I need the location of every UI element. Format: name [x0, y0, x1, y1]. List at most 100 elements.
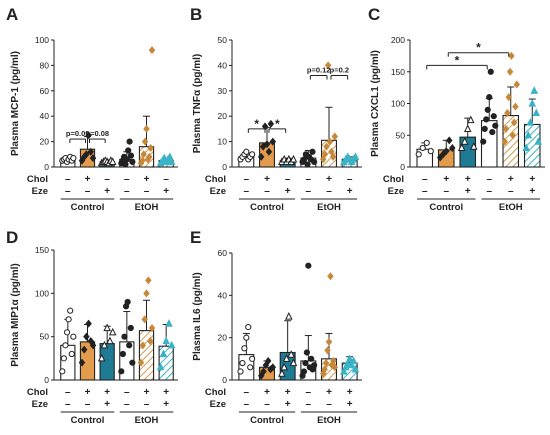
y-tick-label: 50 [396, 130, 406, 140]
data-point [139, 341, 147, 350]
eze-mark: + [347, 186, 353, 197]
y-tick-label: 60 [40, 86, 50, 96]
data-point [287, 350, 295, 358]
y-tick-label: 60 [218, 248, 228, 258]
chol-mark: – [244, 174, 250, 185]
data-point [239, 359, 246, 367]
y-tick-label: 100 [35, 288, 49, 298]
eze-mark: + [104, 399, 110, 410]
bar-group [137, 46, 156, 168]
row-label-eze: Eze [210, 186, 226, 197]
data-point [124, 298, 131, 306]
data-point [257, 152, 265, 161]
significance-bracket: * [247, 117, 266, 133]
chol-mark: + [264, 387, 270, 398]
data-point [321, 150, 329, 159]
eze-mark: + [285, 399, 291, 410]
chol-mark: + [285, 387, 291, 398]
bar-group [299, 148, 318, 168]
significance-bracket: p=0.08 [86, 129, 109, 144]
panel-a: 0 20 40 60 80 100 Plasma MCP-1 (pg/ml) p=0.09p=… [10, 35, 178, 213]
data-point [308, 355, 315, 362]
y-tick-label: 40 [218, 290, 228, 300]
y-tick-label: 0 [400, 162, 405, 172]
data-point [148, 324, 156, 332]
eze-mark: + [163, 399, 169, 410]
y-tick-label: 0 [222, 375, 227, 385]
data-point [506, 67, 514, 76]
data-point [269, 137, 277, 146]
eze-mark: – [443, 186, 449, 197]
eze-mark: + [347, 399, 353, 410]
data-point [508, 51, 515, 60]
y-tick-label: 20 [218, 333, 228, 343]
significance-bracket: p=0.09 [66, 129, 89, 144]
eze-mark: – [306, 186, 312, 197]
bracket-label: * [476, 41, 481, 55]
chol-mark: + [347, 387, 353, 398]
data-point [469, 142, 478, 150]
data-point [285, 311, 293, 320]
data-point [83, 332, 90, 341]
y-tick-label: 50 [218, 35, 228, 45]
y-tick-label: 100 [391, 99, 405, 109]
eze-mark: – [326, 186, 332, 197]
bar-group [257, 119, 277, 168]
bar-group [340, 354, 360, 381]
data-point [509, 131, 517, 140]
chol-mark: – [306, 174, 312, 185]
bar-group [237, 148, 256, 168]
data-point [513, 80, 521, 89]
data-point [125, 147, 132, 154]
row-label-eze: Eze [32, 186, 48, 197]
y-tick-label: 20 [218, 111, 228, 121]
bar-group [340, 152, 360, 168]
eze-mark: – [264, 186, 270, 197]
y-axis-title: Plasma IL6 (pg/ml) [192, 272, 203, 360]
data-point [237, 368, 244, 375]
data-point [89, 154, 97, 163]
data-point [504, 109, 511, 118]
data-point [449, 143, 456, 152]
bracket-label: * [254, 117, 259, 131]
bar-group [319, 61, 339, 168]
bar-group [59, 153, 77, 168]
data-point [321, 365, 328, 374]
data-point [80, 345, 88, 354]
data-point [526, 118, 535, 126]
data-point [249, 355, 256, 362]
eze-mark: – [144, 399, 150, 410]
data-point [165, 319, 173, 327]
data-point [103, 323, 111, 332]
data-point [129, 158, 136, 166]
eze-mark: – [244, 186, 250, 197]
data-point [241, 345, 248, 352]
bar [60, 344, 76, 381]
eze-mark: + [104, 186, 110, 197]
y-tick-label: 40 [218, 60, 228, 70]
chol-mark: – [422, 174, 428, 185]
bar-group [118, 138, 136, 168]
data-point [97, 353, 106, 362]
data-point [351, 364, 360, 373]
data-point [486, 94, 493, 101]
chol-mark: – [124, 387, 130, 398]
data-point [489, 128, 496, 136]
data-point [524, 130, 533, 139]
eze-mark: + [529, 186, 535, 197]
data-point [303, 349, 310, 356]
eze-mark: – [486, 186, 492, 197]
data-point [490, 113, 497, 120]
y-tick-label: 50 [40, 332, 50, 342]
bar [158, 345, 174, 381]
chol-mark: – [65, 174, 71, 185]
data-point [269, 363, 277, 372]
data-point [70, 155, 77, 162]
y-tick-label: 200 [391, 35, 405, 45]
data-point [126, 138, 133, 145]
chol-mark: – [486, 174, 492, 185]
data-point [351, 152, 360, 160]
chol-mark: + [529, 174, 535, 185]
